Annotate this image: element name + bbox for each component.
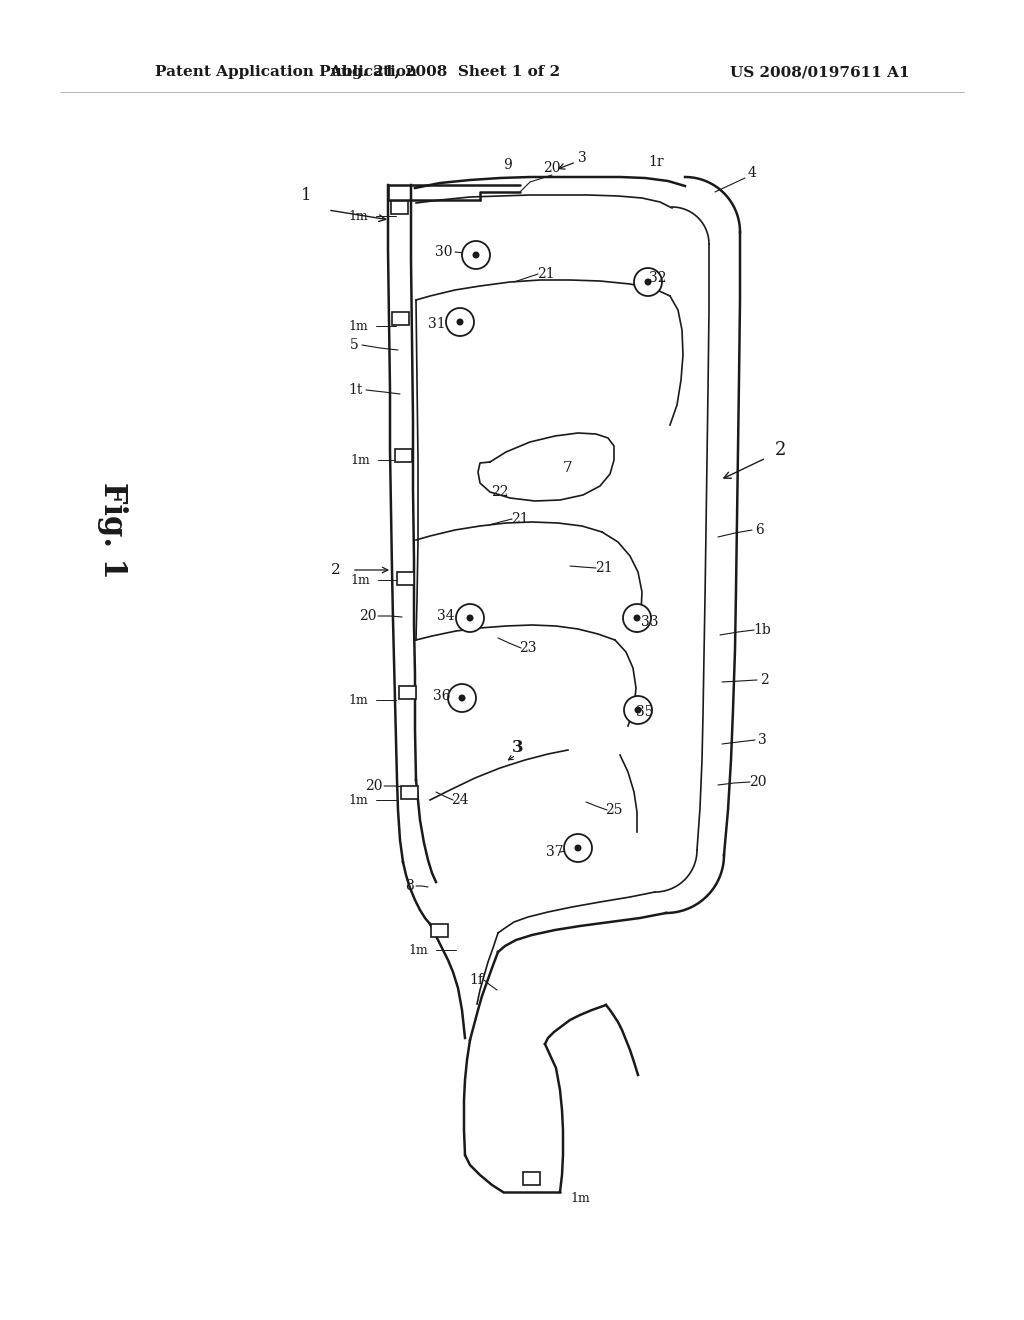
Text: 20: 20: [750, 775, 767, 789]
Text: 33: 33: [641, 615, 658, 630]
Text: 34: 34: [437, 609, 455, 623]
Text: 1b: 1b: [753, 623, 771, 638]
Text: 24: 24: [452, 793, 469, 807]
Text: 2: 2: [774, 441, 785, 459]
Bar: [398, 685, 416, 698]
Text: 3: 3: [512, 739, 524, 756]
Text: 6: 6: [756, 523, 764, 537]
Bar: [430, 924, 447, 936]
Circle shape: [456, 605, 484, 632]
Bar: [391, 312, 409, 325]
Text: 36: 36: [433, 689, 451, 704]
Bar: [390, 201, 408, 214]
Text: 3: 3: [578, 150, 587, 165]
Bar: [400, 785, 418, 799]
Circle shape: [635, 706, 641, 714]
Text: 1m: 1m: [348, 210, 368, 223]
Text: 21: 21: [538, 267, 555, 281]
Text: 30: 30: [435, 246, 453, 259]
Text: 1m: 1m: [570, 1192, 590, 1204]
Text: 9: 9: [504, 158, 512, 172]
Circle shape: [457, 318, 464, 326]
Text: 8: 8: [406, 879, 415, 894]
Text: 35: 35: [636, 705, 653, 719]
Text: 3: 3: [758, 733, 766, 747]
Circle shape: [462, 242, 490, 269]
Circle shape: [634, 268, 662, 296]
Text: 1m: 1m: [348, 693, 368, 706]
Text: 2: 2: [331, 564, 341, 577]
Bar: [396, 572, 414, 585]
Text: 22: 22: [492, 484, 509, 499]
Text: 1t: 1t: [349, 383, 364, 397]
Text: Aug. 21, 2008  Sheet 1 of 2: Aug. 21, 2008 Sheet 1 of 2: [330, 65, 560, 79]
Text: 4: 4: [748, 166, 757, 180]
Text: 1: 1: [301, 186, 311, 203]
Text: 1m: 1m: [348, 319, 368, 333]
Circle shape: [446, 308, 474, 337]
Text: 2: 2: [760, 673, 768, 686]
Circle shape: [623, 605, 651, 632]
Text: 1m: 1m: [348, 793, 368, 807]
Text: 20: 20: [366, 779, 383, 793]
Text: 21: 21: [595, 561, 612, 576]
Text: 5: 5: [349, 338, 358, 352]
Text: 21: 21: [511, 512, 528, 525]
Circle shape: [574, 845, 582, 851]
Circle shape: [459, 694, 466, 701]
Circle shape: [564, 834, 592, 862]
Circle shape: [472, 252, 479, 259]
Circle shape: [449, 684, 476, 711]
Bar: [522, 1172, 540, 1184]
Text: 1m: 1m: [409, 944, 428, 957]
Text: 32: 32: [649, 271, 667, 285]
Text: US 2008/0197611 A1: US 2008/0197611 A1: [730, 65, 909, 79]
Text: 20: 20: [544, 161, 561, 176]
Text: 25: 25: [605, 803, 623, 817]
Text: 1m: 1m: [350, 573, 370, 586]
Text: 31: 31: [428, 317, 445, 331]
Text: 7: 7: [563, 461, 572, 475]
Text: 20: 20: [359, 609, 377, 623]
Circle shape: [634, 615, 640, 622]
Circle shape: [624, 696, 652, 723]
Circle shape: [644, 279, 651, 285]
Text: 1r: 1r: [648, 154, 664, 169]
Text: 37: 37: [546, 845, 564, 859]
Text: Patent Application Publication: Patent Application Publication: [155, 65, 417, 79]
Circle shape: [467, 615, 473, 622]
Bar: [394, 449, 412, 462]
Text: 1m: 1m: [350, 454, 370, 466]
Text: 23: 23: [519, 642, 537, 655]
Text: Fig. 1: Fig. 1: [96, 482, 128, 578]
Text: 1f: 1f: [469, 973, 483, 987]
